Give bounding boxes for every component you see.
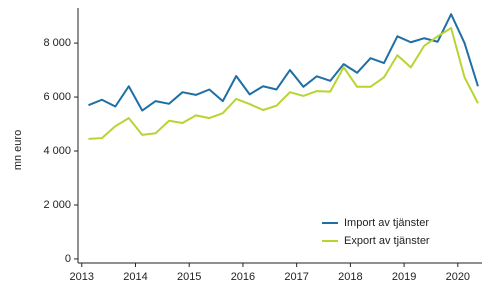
x-tick-label: 2019 xyxy=(392,271,416,283)
legend-label: Export av tjänster xyxy=(344,235,430,247)
y-tick-label: 8 000 xyxy=(43,37,71,49)
x-tick-label: 2016 xyxy=(231,271,255,283)
y-tick-label: 4 000 xyxy=(43,145,71,157)
legend-label: Import av tjänster xyxy=(344,217,429,229)
x-tick-label: 2015 xyxy=(177,271,201,283)
y-tick-label: 2 000 xyxy=(43,199,71,211)
y-tick-label: 6 000 xyxy=(43,91,71,103)
y-tick-label: 0 xyxy=(65,253,71,265)
x-tick-label: 2014 xyxy=(123,271,147,283)
x-tick-label: 2017 xyxy=(284,271,308,283)
series-line xyxy=(88,13,479,112)
x-tick-label: 2013 xyxy=(70,271,94,283)
y-axis-label: mn euro xyxy=(12,130,24,170)
series-line xyxy=(88,26,479,140)
x-tick-label: 2018 xyxy=(338,271,362,283)
x-tick-label: 2020 xyxy=(446,271,470,283)
